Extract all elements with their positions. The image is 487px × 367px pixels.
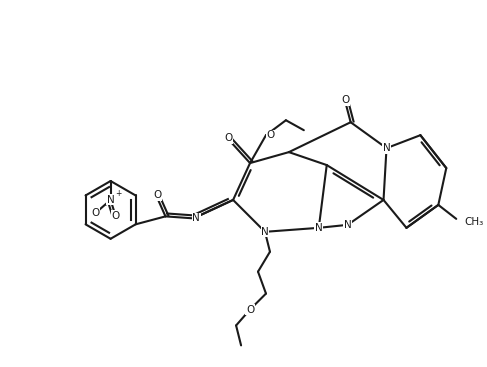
- Text: O: O: [92, 208, 100, 218]
- Text: ⁻: ⁻: [103, 202, 107, 211]
- Text: O: O: [224, 133, 232, 143]
- Text: O: O: [341, 95, 350, 105]
- Text: CH₃: CH₃: [464, 217, 484, 227]
- Text: O: O: [267, 130, 275, 140]
- Text: +: +: [115, 189, 122, 198]
- Text: N: N: [344, 220, 352, 230]
- Text: N: N: [261, 227, 269, 237]
- Text: N: N: [383, 143, 391, 153]
- Text: N: N: [192, 213, 200, 224]
- Text: N: N: [107, 195, 114, 205]
- Text: O: O: [246, 305, 254, 315]
- Text: O: O: [112, 211, 120, 221]
- Text: N: N: [315, 223, 323, 233]
- Text: O: O: [153, 190, 162, 200]
